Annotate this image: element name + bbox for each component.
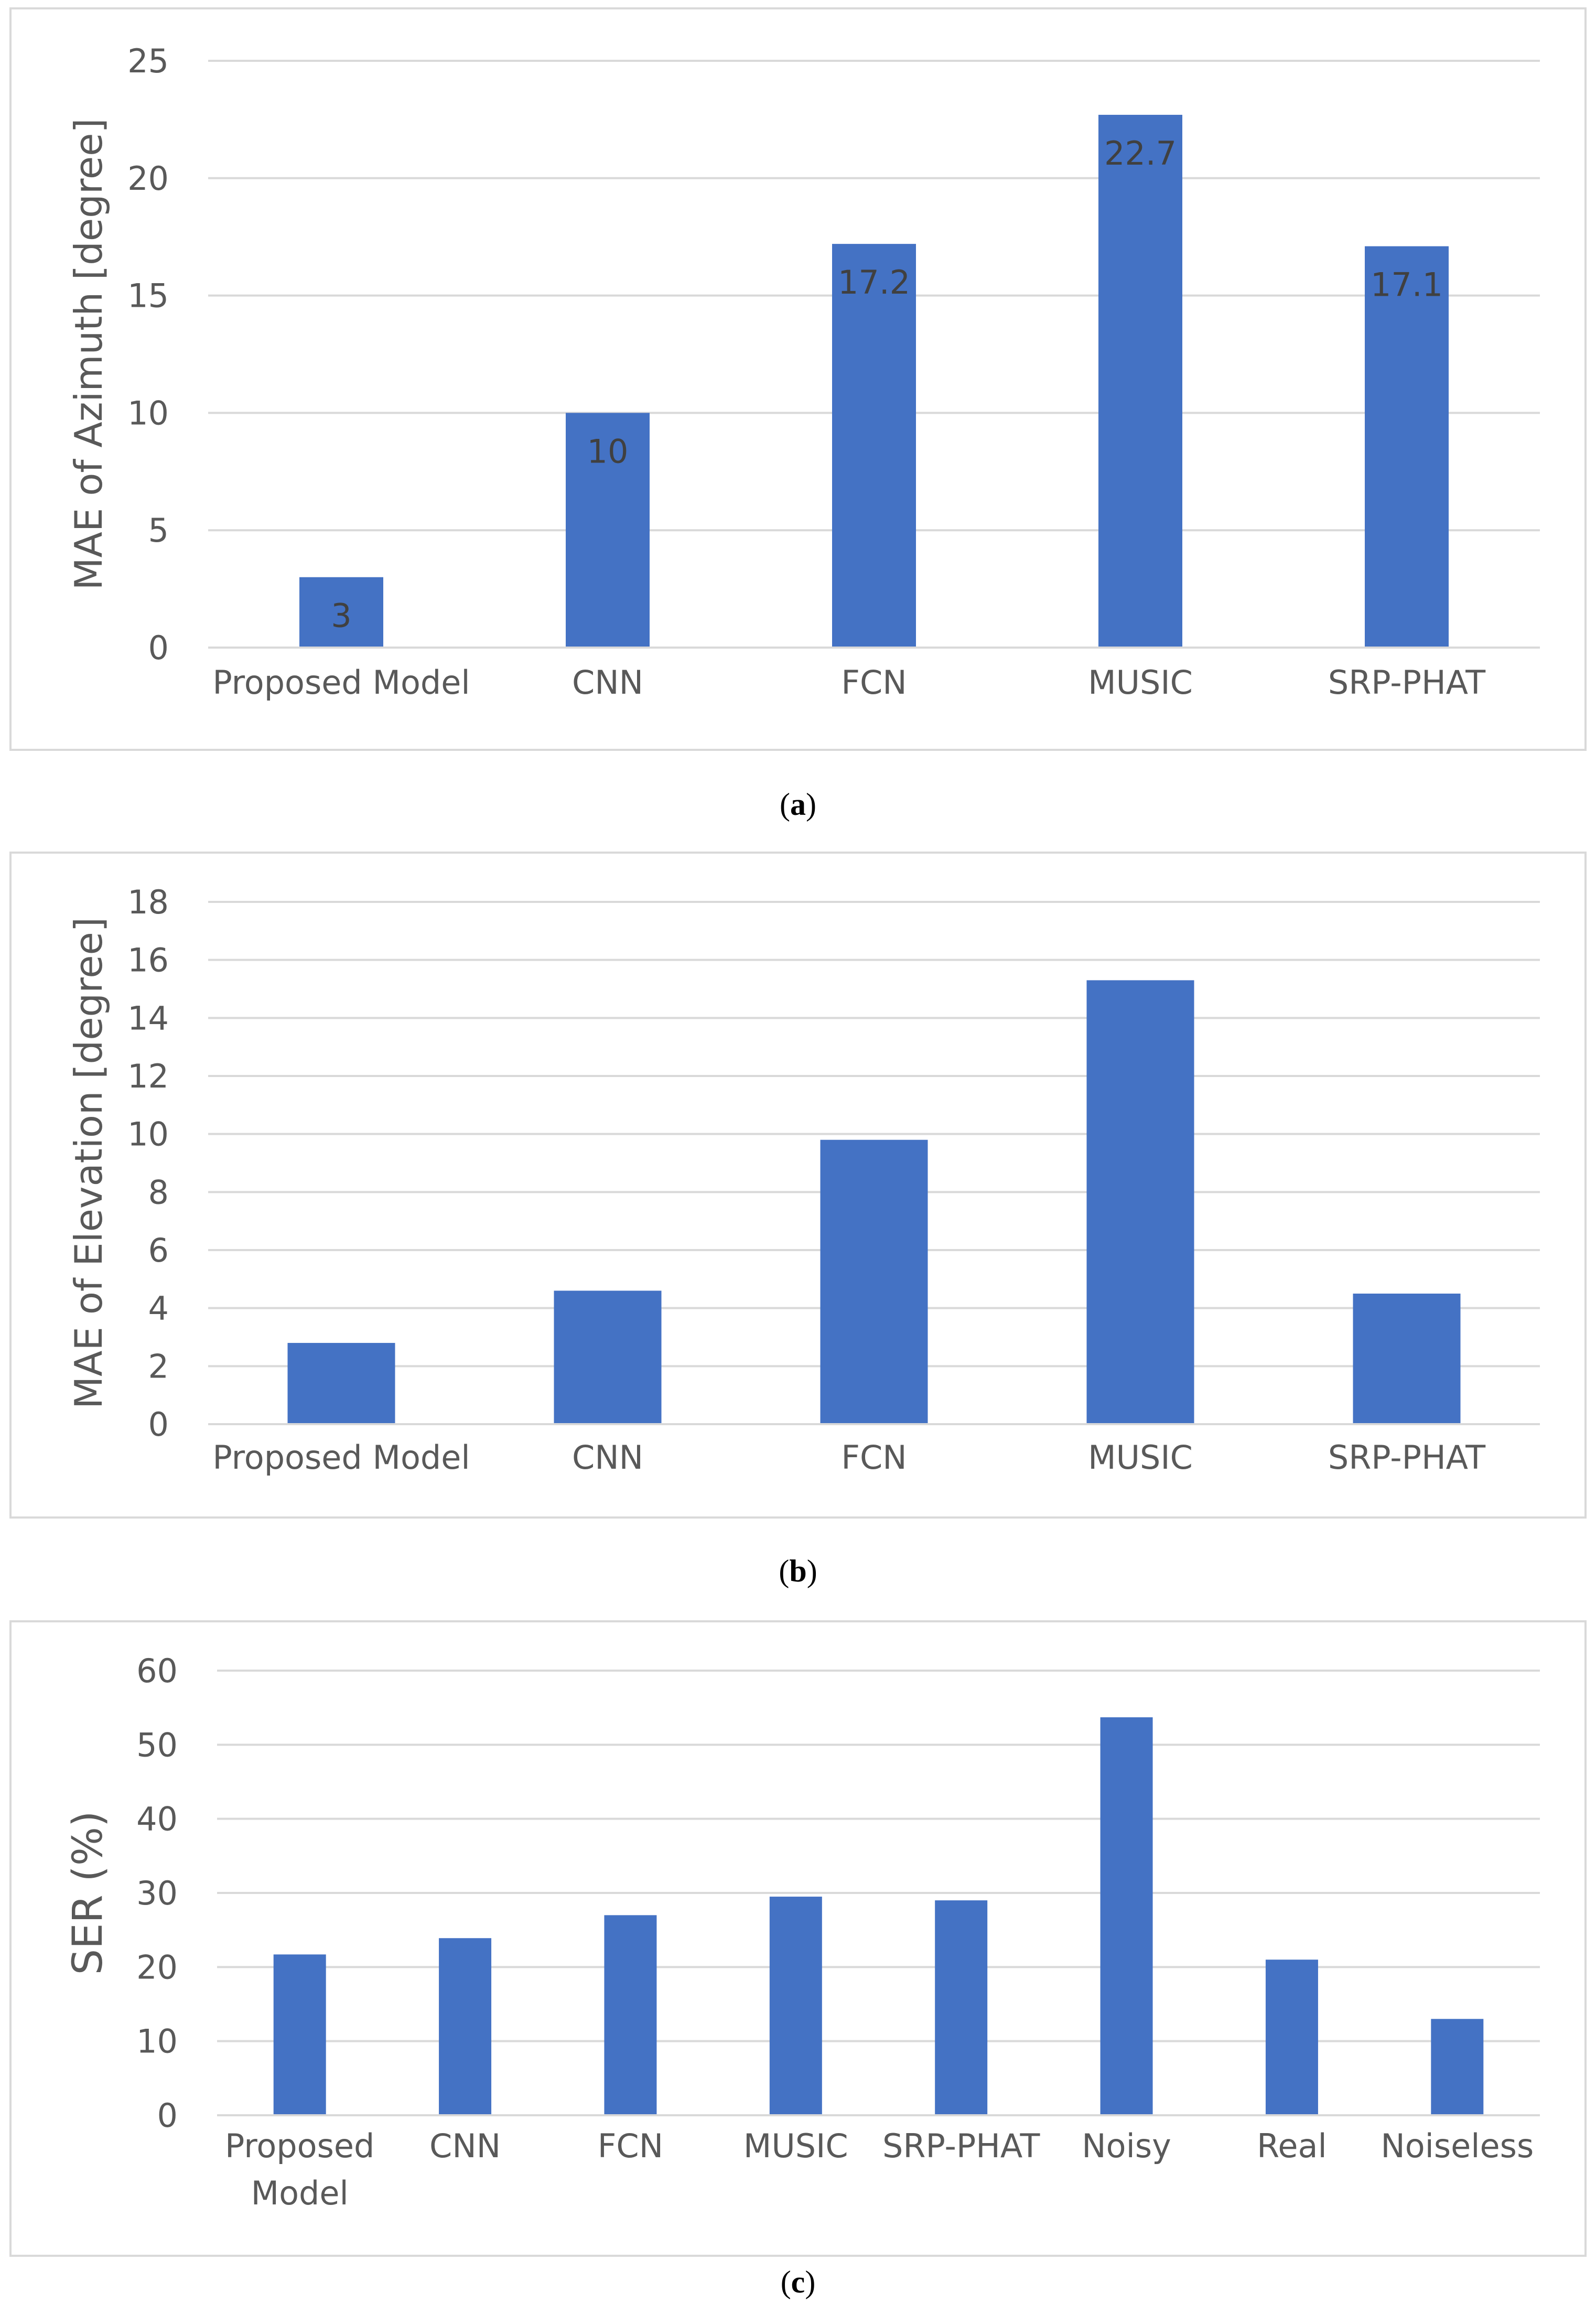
- y-tick-label: 0: [148, 1405, 169, 1444]
- y-axis-label: MAE of Azimuth [degree]: [67, 118, 111, 590]
- x-tick-label: SRP-PHAT: [1328, 663, 1486, 702]
- y-tick-label: 20: [136, 1948, 178, 1986]
- y-tick-label: 50: [136, 1726, 178, 1764]
- x-tick-label: Proposed Model: [212, 663, 470, 702]
- x-tick-label-line: MUSIC: [1088, 663, 1193, 702]
- y-tick-label: 18: [127, 883, 169, 921]
- x-tick-label-line: MUSIC: [743, 2127, 848, 2165]
- bar-fcn: [832, 244, 916, 648]
- azimuth-mae-chart: 0 5 10 15 20 25 MAE of Azimuth [degree] 3 Propos…: [67, 42, 1540, 702]
- y-tick-label: 14: [127, 999, 169, 1037]
- x-tick-label-line: SRP-PHAT: [882, 2127, 1040, 2165]
- ser-chart: 0 10 20 30 40 50 60 SER (%) Proposed Model CNN FCN M…: [64, 1652, 1540, 2212]
- y-tick-label: 10: [136, 2022, 178, 2061]
- caption-b: (b): [779, 1554, 817, 1588]
- bar-proposed-model: [273, 1954, 326, 2115]
- bar-cnn: [566, 413, 650, 648]
- x-tick-label: MUSIC: [743, 2127, 848, 2165]
- bar-fcn: [604, 1915, 657, 2115]
- y-axis-label: SER (%): [64, 1811, 112, 1975]
- data-label: 3: [331, 597, 351, 635]
- x-tick-label-line: CNN: [572, 663, 643, 702]
- y-tick-label: 10: [127, 394, 169, 432]
- y-tick-label: 10: [127, 1115, 169, 1154]
- y-tick-label: 8: [148, 1173, 169, 1211]
- y-tick-label: 20: [127, 159, 169, 198]
- y-tick-label: 5: [148, 511, 169, 550]
- caption-a: (a): [780, 787, 816, 822]
- y-tick-label: 40: [136, 1800, 178, 1838]
- x-tick-label: FCN: [598, 2127, 663, 2165]
- x-tick-label: MUSIC: [1088, 1438, 1193, 1477]
- bar-music: [1098, 114, 1182, 648]
- y-tick-label: 12: [127, 1057, 169, 1095]
- y-tick-label: 15: [127, 277, 169, 315]
- chart-panel-b: 0 2 4 6 8 10 12 14 16 18 MAE of Elevation [degree]…: [9, 852, 1587, 1519]
- y-tick-label: 0: [148, 629, 169, 667]
- x-tick-label-line: FCN: [841, 1438, 907, 1477]
- x-tick-label: Proposed Model: [212, 1438, 470, 1477]
- bar-music: [1086, 980, 1194, 1424]
- x-tick-label-line: SRP-PHAT: [1328, 663, 1486, 702]
- x-tick-label-line: FCN: [598, 2127, 663, 2165]
- bar-srp-phat: [1365, 246, 1449, 648]
- data-label: 17.2: [838, 263, 910, 302]
- data-label: 10: [587, 432, 629, 470]
- bar-srp-phat: [935, 1900, 988, 2115]
- x-tick-label: MUSIC: [1088, 663, 1193, 702]
- x-tick-label: CNN: [572, 1438, 643, 1477]
- x-tick-label: FCN: [841, 663, 907, 702]
- bar-noiseless: [1431, 2019, 1484, 2115]
- x-tick-label-line: Proposed Model: [212, 663, 470, 702]
- caption-c: (c): [780, 2265, 816, 2299]
- x-tick-label: Noiseless: [1381, 2127, 1534, 2165]
- y-tick-label: 25: [127, 42, 169, 80]
- chart-panel-c: 0 10 20 30 40 50 60 SER (%) Proposed Model CNN FCN M…: [9, 1620, 1587, 2257]
- x-tick-label: Noisy: [1082, 2127, 1171, 2165]
- x-tick-label: SRP-PHAT: [882, 2127, 1040, 2165]
- x-tick-label-line: Real: [1257, 2127, 1327, 2165]
- bar-music: [769, 1897, 822, 2115]
- x-tick-label-line: Model: [251, 2174, 349, 2212]
- y-tick-label: 16: [127, 941, 169, 980]
- x-tick-label-line: Proposed Model: [212, 1438, 470, 1477]
- elevation-mae-chart: 0 2 4 6 8 10 12 14 16 18 MAE of Elevation [degree]…: [67, 883, 1540, 1477]
- x-tick-label-line: Noisy: [1082, 2127, 1171, 2165]
- x-tick-label: CNN: [572, 663, 643, 702]
- y-tick-label: 2: [148, 1347, 169, 1385]
- bar-cnn: [554, 1290, 662, 1424]
- y-tick-label: 30: [136, 1874, 178, 1912]
- chart-panel-a: 0 5 10 15 20 25 MAE of Azimuth [degree] 3 Propos…: [9, 7, 1587, 751]
- bar-real: [1265, 1960, 1318, 2115]
- y-tick-label: 4: [148, 1289, 169, 1328]
- x-tick-label: SRP-PHAT: [1328, 1438, 1486, 1477]
- x-tick-label-line: MUSIC: [1088, 1438, 1193, 1477]
- y-tick-label: 6: [148, 1231, 169, 1269]
- x-tick-label-line: CNN: [572, 1438, 643, 1477]
- x-tick-label-line: Noiseless: [1381, 2127, 1534, 2165]
- y-tick-label: 60: [136, 1652, 178, 1690]
- bar-proposed-model: [299, 577, 383, 648]
- x-tick-label-line: SRP-PHAT: [1328, 1438, 1486, 1477]
- x-tick-label: FCN: [841, 1438, 907, 1477]
- y-axis-label: MAE of Elevation [degree]: [67, 917, 111, 1409]
- bar-fcn: [820, 1139, 928, 1424]
- x-tick-label-line: FCN: [841, 663, 907, 702]
- bar-srp-phat: [1353, 1294, 1461, 1424]
- x-tick-label: Proposed Model: [225, 2127, 374, 2212]
- x-tick-label-line: CNN: [429, 2127, 501, 2165]
- x-tick-label-line: Proposed: [225, 2127, 374, 2165]
- bar-proposed-model: [287, 1343, 395, 1424]
- y-tick-label: 0: [157, 2096, 178, 2135]
- bar-cnn: [439, 1938, 492, 2115]
- x-tick-label: CNN: [429, 2127, 501, 2165]
- data-label: 22.7: [1104, 134, 1177, 173]
- bar-noisy: [1100, 1717, 1153, 2115]
- data-label: 17.1: [1371, 266, 1443, 304]
- x-tick-label: Real: [1257, 2127, 1327, 2165]
